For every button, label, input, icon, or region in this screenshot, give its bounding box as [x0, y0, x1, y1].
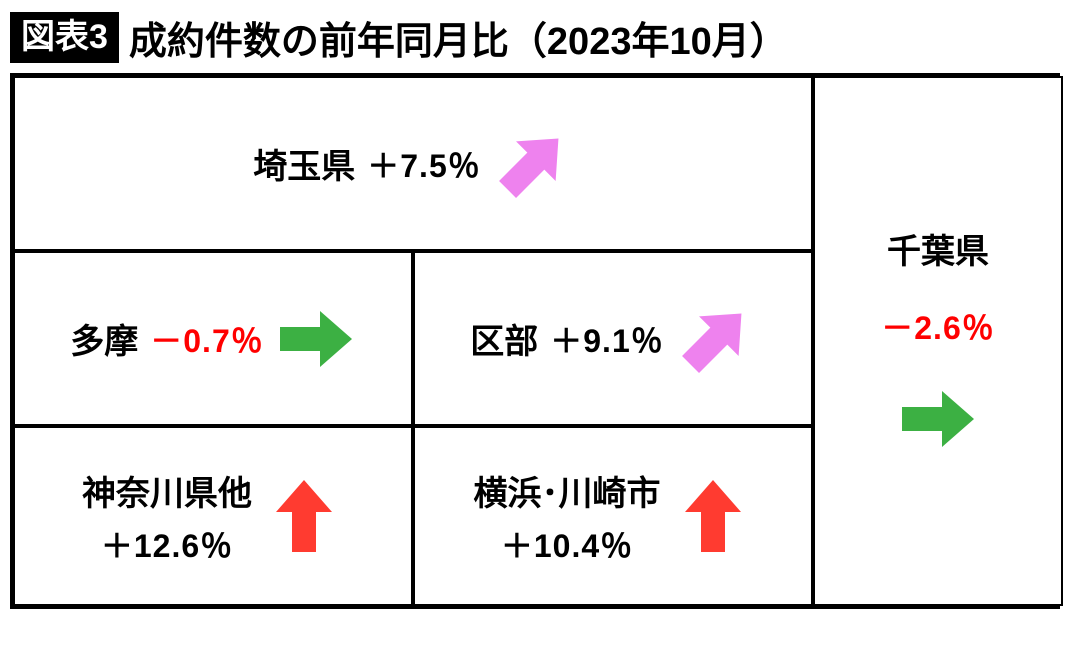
- trend-arrow-icon: [659, 282, 772, 395]
- chart-header: 図表3 成約件数の前年同月比（2023年10月）: [10, 10, 1070, 65]
- region-label: 横浜･川崎市: [474, 466, 661, 515]
- region-value: ＋7.5％: [367, 141, 481, 187]
- chart-badge: 図表3: [10, 12, 119, 63]
- region-grid: 埼玉県 ＋7.5％ 多摩 －0.7％ 区部 ＋9.1％ 神奈川県他 ＋12.6％: [10, 73, 1060, 609]
- trend-arrow-icon: [476, 107, 589, 220]
- region-value: ＋9.1％: [550, 316, 664, 362]
- region-label: 多摩: [70, 314, 138, 363]
- region-label: 区部: [470, 314, 538, 363]
- cell-saitama: 埼玉県 ＋7.5％: [13, 76, 813, 251]
- region-value: －0.7％: [150, 316, 264, 362]
- chart-title: 成約件数の前年同月比（2023年10月）: [129, 10, 788, 65]
- trend-arrow-icon: [276, 299, 356, 379]
- cell-chiba: 千葉県 －2.6％: [813, 76, 1063, 606]
- cell-kubu: 区部 ＋9.1％: [413, 251, 813, 426]
- region-label: 千葉県: [887, 224, 989, 273]
- region-value: ＋10.4％: [501, 521, 633, 567]
- trend-arrow-icon: [898, 379, 978, 459]
- cell-yokohama: 横浜･川崎市 ＋10.4％: [413, 426, 813, 606]
- trend-arrow-icon: [264, 476, 344, 556]
- region-label: 神奈川県他: [82, 466, 252, 515]
- trend-arrow-icon: [673, 476, 753, 556]
- region-value: ＋12.6％: [101, 521, 233, 567]
- cell-tama: 多摩 －0.7％: [13, 251, 413, 426]
- region-value: －2.6％: [881, 303, 995, 349]
- cell-kanagawa: 神奈川県他 ＋12.6％: [13, 426, 413, 606]
- region-label: 埼玉県: [253, 139, 355, 188]
